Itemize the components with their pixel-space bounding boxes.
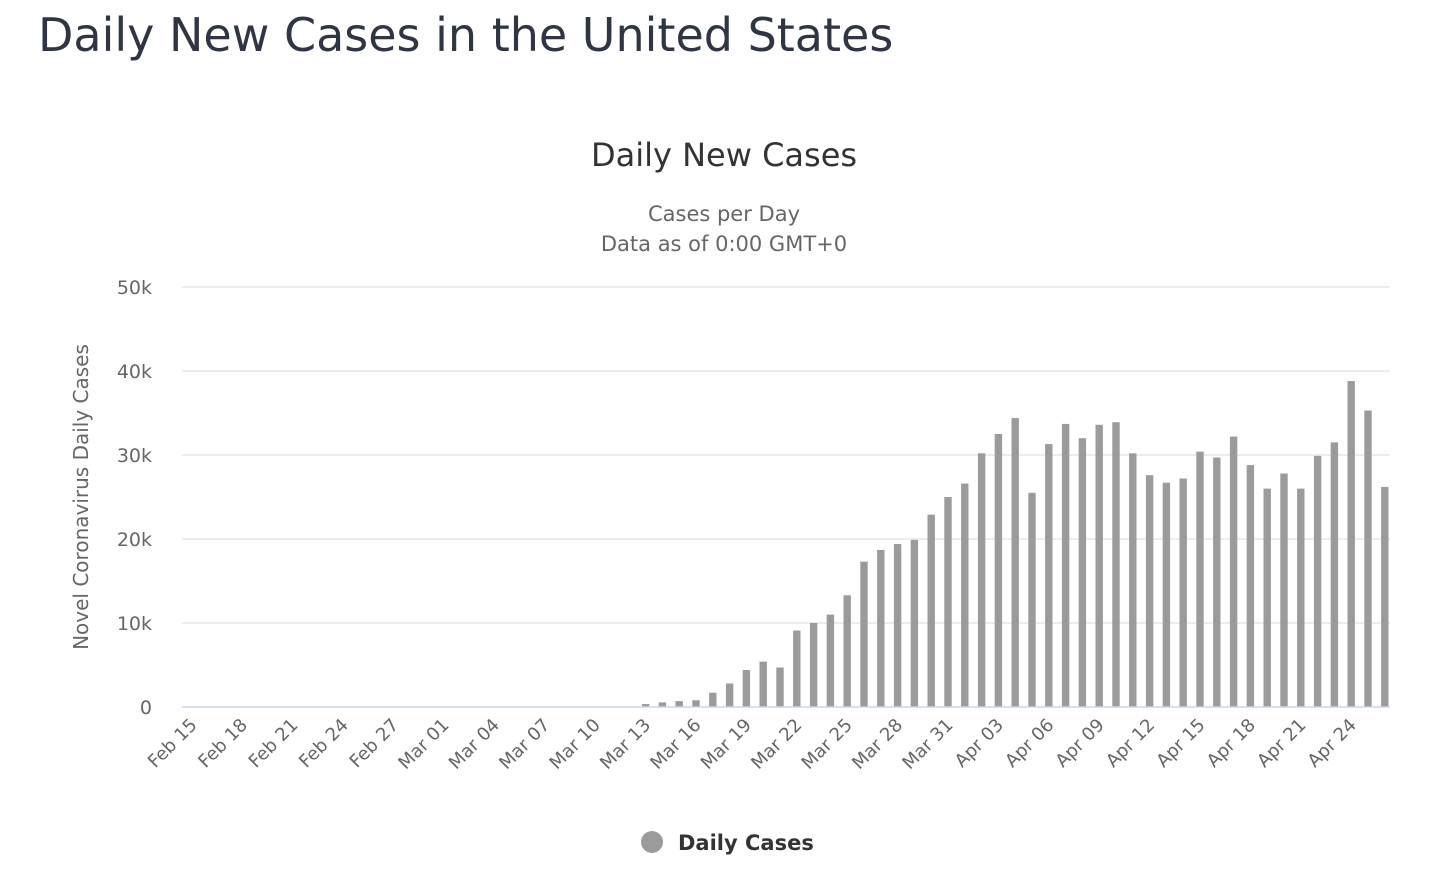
grid-lines	[182, 286, 1390, 624]
x-tick-label: Feb 24	[295, 715, 353, 773]
x-tick-label: Apr 24	[1304, 715, 1361, 772]
x-tick-label: Feb 27	[346, 715, 404, 773]
bar[interactable]	[641, 704, 650, 707]
x-tick-label: Apr 21	[1253, 715, 1310, 772]
bar[interactable]	[910, 539, 919, 707]
bar[interactable]	[1347, 381, 1355, 707]
bar[interactable]	[1045, 444, 1053, 707]
x-tick-label: Mar 13	[596, 715, 655, 774]
x-tick-label: Apr 06	[1001, 715, 1058, 772]
chart-subtitle-line-2: Data as of 0:00 GMT+0	[601, 232, 847, 256]
page-title: Daily New Cases in the United States	[38, 8, 894, 62]
y-axis-title: Novel Coronavirus Daily Cases	[69, 344, 93, 650]
bar[interactable]	[977, 453, 986, 707]
bars	[641, 381, 1389, 707]
x-tick-label: Mar 31	[898, 715, 957, 774]
bar[interactable]	[675, 701, 683, 707]
bar[interactable]	[1330, 442, 1339, 707]
bar[interactable]	[1263, 488, 1271, 707]
y-tick-label: 0	[140, 697, 152, 719]
x-tick-label: Mar 28	[848, 715, 907, 774]
y-tick-label: 50k	[117, 277, 152, 299]
x-tick-label: Apr 15	[1152, 715, 1209, 772]
bar[interactable]	[725, 683, 734, 707]
x-tick-label: Mar 19	[697, 715, 756, 774]
bar[interactable]	[1112, 422, 1120, 707]
y-axis-ticks: 0 10k 20k 30k 40k 50k	[117, 277, 152, 719]
x-tick-label: Apr 03	[951, 715, 1008, 772]
chart-subtitle-line-1: Cases per Day	[648, 202, 800, 226]
bar[interactable]	[877, 549, 885, 707]
bar[interactable]	[1297, 488, 1305, 707]
x-tick-label: Mar 10	[546, 715, 605, 774]
x-tick-label: Feb 21	[245, 715, 303, 773]
bar[interactable]	[944, 497, 952, 707]
bar[interactable]	[1364, 410, 1372, 707]
bar[interactable]	[1028, 492, 1036, 707]
bar[interactable]	[692, 700, 700, 707]
y-tick-label: 10k	[117, 613, 152, 635]
bar[interactable]	[809, 623, 818, 707]
bar[interactable]	[1213, 457, 1221, 707]
x-tick-label: Mar 07	[495, 715, 554, 774]
bar[interactable]	[826, 614, 835, 707]
y-tick-label: 20k	[117, 529, 152, 551]
bar[interactable]	[1145, 475, 1154, 707]
x-tick-label: Apr 18	[1203, 715, 1260, 772]
bar[interactable]	[1313, 455, 1322, 707]
bar[interactable]	[961, 483, 969, 707]
x-tick-label: Apr 09	[1052, 715, 1109, 772]
chart-title: Daily New Cases	[591, 136, 857, 174]
bar[interactable]	[1196, 451, 1204, 707]
bar[interactable]	[893, 544, 902, 707]
bar[interactable]	[1095, 424, 1103, 707]
x-tick-label: Mar 16	[646, 715, 705, 774]
bar[interactable]	[994, 434, 1003, 707]
bar[interactable]	[1011, 418, 1019, 707]
bar[interactable]	[1129, 453, 1137, 707]
bar[interactable]	[1061, 423, 1070, 707]
bar[interactable]	[793, 630, 801, 707]
bar[interactable]	[843, 595, 851, 707]
y-tick-label: 30k	[117, 445, 152, 467]
bar[interactable]	[742, 670, 751, 707]
bar[interactable]	[1078, 438, 1087, 707]
bar[interactable]	[860, 561, 868, 707]
x-tick-label: Apr 12	[1102, 715, 1159, 772]
x-tick-label: Mar 22	[747, 715, 806, 774]
bar[interactable]	[1229, 436, 1238, 707]
x-tick-label: Mar 01	[394, 715, 453, 774]
bar[interactable]	[759, 661, 767, 707]
legend-marker-daily-cases[interactable]	[641, 831, 663, 853]
x-tick-label: Feb 15	[144, 715, 202, 773]
x-tick-label: Mar 25	[798, 715, 857, 774]
bar[interactable]	[658, 702, 667, 707]
bar[interactable]	[1381, 486, 1389, 707]
bar[interactable]	[1246, 465, 1255, 707]
legend[interactable]: Daily Cases	[641, 831, 814, 855]
bar[interactable]	[709, 692, 717, 707]
bar[interactable]	[1280, 473, 1288, 707]
bar[interactable]	[1162, 482, 1171, 707]
legend-item-daily-cases[interactable]: Daily Cases	[678, 831, 814, 855]
bar[interactable]	[1179, 478, 1187, 707]
bar[interactable]	[776, 667, 784, 707]
x-tick-label: Mar 04	[445, 715, 504, 774]
bar[interactable]	[927, 514, 935, 707]
y-tick-label: 40k	[117, 361, 152, 383]
x-tick-label: Feb 18	[194, 715, 252, 773]
